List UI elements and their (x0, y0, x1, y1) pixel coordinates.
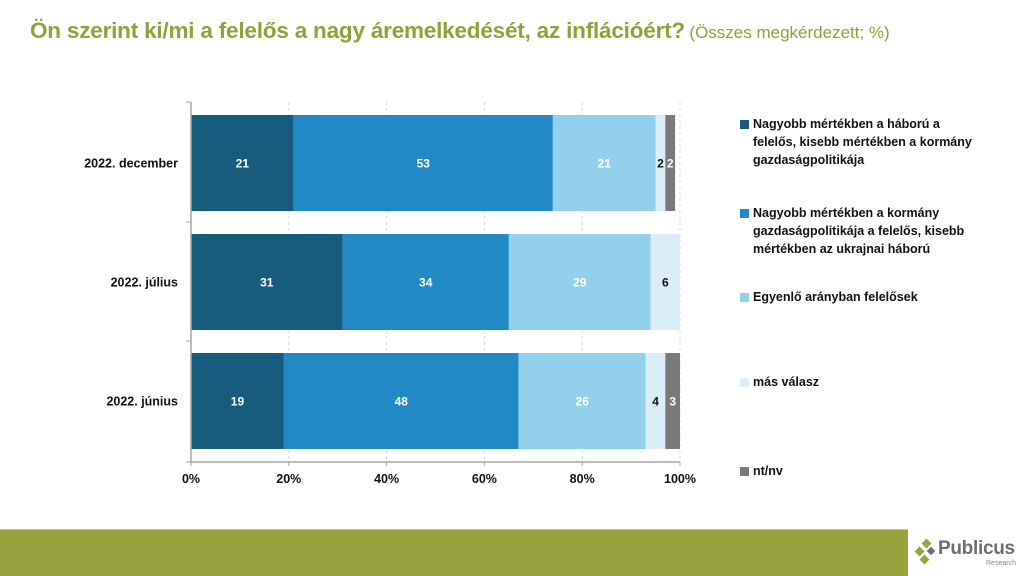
data-label: 48 (395, 395, 409, 409)
data-label: 29 (573, 276, 587, 290)
category-label: 2022. június (106, 395, 178, 409)
publicus-logo: Publicus Research (914, 535, 1024, 575)
bar-segment (508, 234, 651, 330)
data-label: 21 (236, 157, 250, 171)
x-tick-label: 0% (182, 472, 200, 486)
bar-segment (518, 353, 646, 449)
data-label: 2 (657, 157, 664, 171)
data-label: 53 (417, 157, 431, 171)
legend-item-equally-responsible: Egyenlő arányban felelősek (740, 288, 985, 306)
x-tick-label: 60% (472, 472, 497, 486)
chart-title-block: Ön szerint ki/mi a felelős a nagy áremel… (30, 18, 890, 44)
legend-item-government-responsible: Nagyobb mértékben a kormány gazdaságpoli… (740, 204, 985, 258)
data-label: 21 (598, 157, 612, 171)
x-tick-label: 40% (374, 472, 399, 486)
x-tick-label: 80% (570, 472, 595, 486)
bar-segment (552, 115, 656, 211)
data-label: 34 (419, 276, 433, 290)
data-label: 6 (662, 276, 669, 290)
legend-item-dont-know: nt/nv (740, 462, 985, 480)
legend-label: Egyenlő arányban felelősek (753, 290, 918, 304)
bar-segment (342, 234, 509, 330)
legend-label: más válasz (753, 375, 820, 389)
data-label: 2 (667, 157, 674, 171)
bar-segment (283, 353, 519, 449)
bar-segment (645, 353, 666, 449)
x-tick-label: 100% (664, 472, 696, 486)
publicus-logo-icon (914, 539, 936, 565)
data-label: 26 (576, 395, 590, 409)
data-label: 4 (652, 395, 659, 409)
bar-segment (191, 353, 284, 449)
legend-item-other-answer: más válasz (740, 373, 985, 391)
bar-segment (665, 353, 680, 449)
publicus-logo-text: Publicus (938, 538, 1015, 559)
footer-band (0, 530, 908, 576)
legend-swatch (740, 209, 749, 218)
bar-segment (665, 115, 676, 211)
footer-divider (0, 529, 908, 530)
bar-segment (650, 234, 680, 330)
legend-swatch (740, 467, 749, 476)
data-label: 3 (669, 395, 676, 409)
data-label: 31 (260, 276, 274, 290)
chart-subtitle: (Összes megkérdezett; %) (689, 23, 890, 42)
bar-segment (191, 115, 294, 211)
legend-label: nt/nv (753, 464, 783, 478)
chart-title: Ön szerint ki/mi a felelős a nagy áremel… (30, 18, 685, 43)
category-label: 2022. december (84, 157, 178, 171)
legend-label: Nagyobb mértékben a háború a felelős, ki… (753, 117, 972, 167)
category-label: 2022. július (111, 276, 178, 290)
publicus-logo-subtext: Research (986, 560, 1016, 567)
legend-label: Nagyobb mértékben a kormány gazdaságpoli… (753, 206, 965, 256)
legend-swatch (740, 120, 749, 129)
x-tick-label: 20% (276, 472, 301, 486)
bar-segment (655, 115, 666, 211)
legend-swatch (740, 293, 749, 302)
bar-segment (293, 115, 553, 211)
legend-item-war-responsible: Nagyobb mértékben a háború a felelős, ki… (740, 115, 985, 169)
bar-segment (191, 234, 343, 330)
legend-swatch (740, 378, 749, 387)
data-label: 19 (231, 395, 245, 409)
